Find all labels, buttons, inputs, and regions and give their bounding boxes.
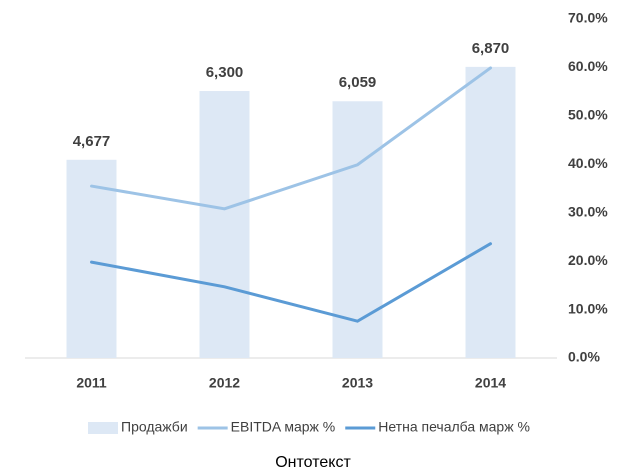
- x-tick-label: 2013: [342, 375, 373, 391]
- y2-tick-label: 50.0%: [568, 107, 608, 123]
- y2-tick-label: 70.0%: [568, 10, 608, 26]
- bar: [66, 159, 117, 358]
- x-tick-label: 2011: [76, 375, 107, 391]
- legend-label: Нетна печалба марж %: [378, 419, 530, 435]
- legend-label: EBITDA марж %: [231, 419, 336, 435]
- bar: [199, 91, 250, 358]
- y2-tick-label: 40.0%: [568, 155, 608, 171]
- y2-tick-label: 60.0%: [568, 58, 608, 74]
- data-label: 6,300: [206, 64, 244, 81]
- data-label: 6,870: [472, 40, 510, 57]
- y2-tick-label: 30.0%: [568, 203, 608, 219]
- data-label: 4,677: [73, 133, 111, 150]
- x-tick-label: 2012: [209, 375, 240, 391]
- y2-tick-label: 10.0%: [568, 300, 608, 316]
- line: [90, 242, 492, 323]
- line: [90, 66, 492, 211]
- chart-caption: Онтотекст: [275, 454, 351, 471]
- y2-tick-label: 20.0%: [568, 252, 608, 268]
- legend-swatch: [88, 422, 118, 434]
- bar: [465, 66, 516, 358]
- bar: [332, 101, 383, 358]
- legend-label: Продажби: [121, 419, 188, 435]
- data-label: 6,059: [339, 74, 377, 91]
- x-tick-label: 2014: [475, 375, 506, 391]
- y2-tick-label: 0.0%: [568, 349, 600, 365]
